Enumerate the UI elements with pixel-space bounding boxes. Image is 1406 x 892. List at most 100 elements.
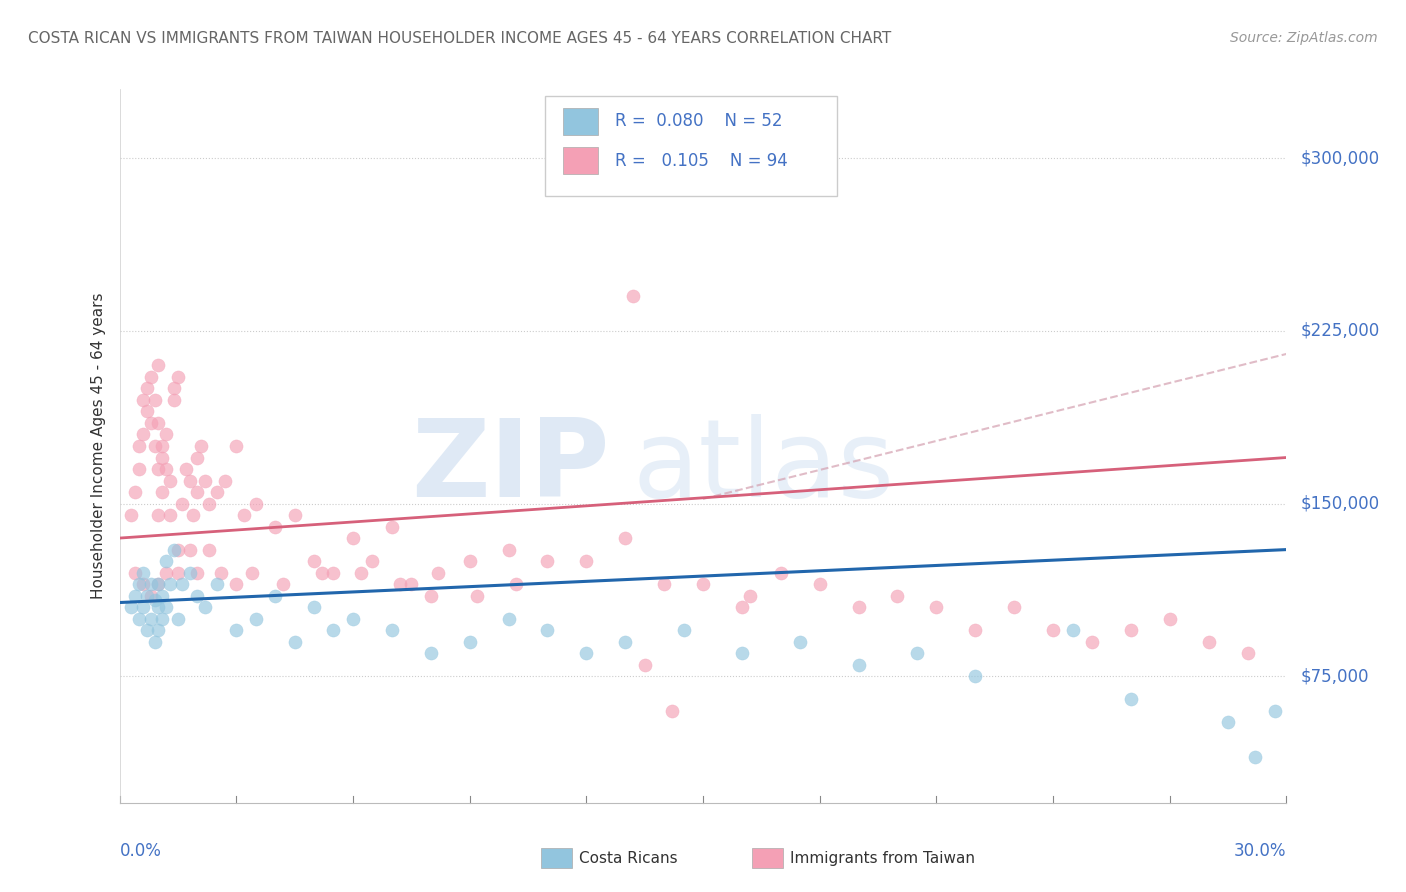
Point	[264, 589, 287, 603]
Point	[128, 462, 150, 476]
Point	[614, 634, 637, 648]
Point	[179, 566, 201, 580]
Point	[166, 542, 188, 557]
Point	[240, 566, 263, 580]
Point	[139, 416, 162, 430]
Point	[159, 474, 181, 488]
Point	[194, 600, 217, 615]
Point	[150, 439, 173, 453]
Point	[225, 577, 247, 591]
Text: $75,000: $75,000	[1301, 667, 1369, 685]
Point	[633, 657, 655, 672]
Point	[198, 497, 221, 511]
Point	[965, 669, 987, 683]
Point	[789, 634, 811, 648]
Point	[186, 589, 208, 603]
Point	[159, 577, 181, 591]
Point	[155, 427, 177, 442]
Point	[925, 600, 948, 615]
Point	[163, 381, 186, 395]
Point	[139, 370, 162, 384]
Point	[194, 474, 217, 488]
Point	[399, 577, 422, 591]
Point	[135, 381, 157, 395]
Point	[848, 657, 870, 672]
Point	[166, 370, 188, 384]
Point	[505, 577, 527, 591]
Point	[905, 646, 928, 660]
Point	[148, 359, 170, 373]
Point	[1159, 612, 1181, 626]
Point	[381, 519, 404, 533]
Point	[139, 577, 162, 591]
Point	[135, 589, 157, 603]
Point	[132, 566, 155, 580]
Point	[769, 566, 792, 580]
Point	[350, 566, 373, 580]
Point	[1062, 623, 1084, 637]
Point	[661, 704, 683, 718]
Point	[135, 404, 157, 418]
Point	[128, 612, 150, 626]
Point	[848, 600, 870, 615]
Point	[124, 485, 146, 500]
Point	[205, 577, 228, 591]
Point	[186, 566, 208, 580]
Point	[132, 427, 155, 442]
Point	[148, 600, 170, 615]
Point	[166, 612, 188, 626]
Point	[283, 634, 307, 648]
Point	[170, 497, 193, 511]
Point	[148, 577, 170, 591]
Point	[322, 623, 344, 637]
Point	[170, 577, 193, 591]
Point	[120, 600, 142, 615]
Point	[186, 450, 208, 465]
Point	[1216, 715, 1239, 730]
Point	[419, 589, 441, 603]
Text: R =   0.105    N = 94: R = 0.105 N = 94	[616, 152, 789, 169]
Point	[190, 439, 212, 453]
Point	[245, 612, 267, 626]
Point	[1244, 749, 1267, 764]
Point	[342, 531, 364, 545]
Point	[135, 623, 157, 637]
Y-axis label: Householder Income Ages 45 - 64 years: Householder Income Ages 45 - 64 years	[90, 293, 105, 599]
Point	[132, 600, 155, 615]
Point	[738, 589, 761, 603]
Point	[498, 612, 520, 626]
Point	[150, 450, 173, 465]
Point	[381, 623, 404, 637]
Point	[731, 646, 754, 660]
Bar	[541, 848, 572, 868]
Point	[536, 554, 558, 568]
Point	[1119, 623, 1142, 637]
Point	[419, 646, 441, 660]
Point	[271, 577, 294, 591]
Point	[621, 289, 644, 303]
Point	[731, 600, 754, 615]
Point	[1119, 692, 1142, 706]
Point	[283, 508, 307, 522]
Point	[1042, 623, 1064, 637]
Point	[143, 593, 166, 607]
Point	[143, 439, 166, 453]
Point	[467, 589, 489, 603]
Point	[128, 577, 150, 591]
Point	[205, 485, 228, 500]
Point	[198, 542, 221, 557]
Point	[120, 508, 142, 522]
Point	[148, 416, 170, 430]
Point	[264, 519, 287, 533]
Point	[132, 577, 155, 591]
Point	[132, 392, 155, 407]
Point	[886, 589, 908, 603]
Point	[672, 623, 695, 637]
Point	[148, 623, 170, 637]
Point	[1002, 600, 1025, 615]
Text: COSTA RICAN VS IMMIGRANTS FROM TAIWAN HOUSEHOLDER INCOME AGES 45 - 64 YEARS CORR: COSTA RICAN VS IMMIGRANTS FROM TAIWAN HO…	[28, 31, 891, 46]
Point	[214, 474, 236, 488]
Point	[233, 508, 256, 522]
Point	[1081, 634, 1104, 648]
Point	[155, 566, 177, 580]
